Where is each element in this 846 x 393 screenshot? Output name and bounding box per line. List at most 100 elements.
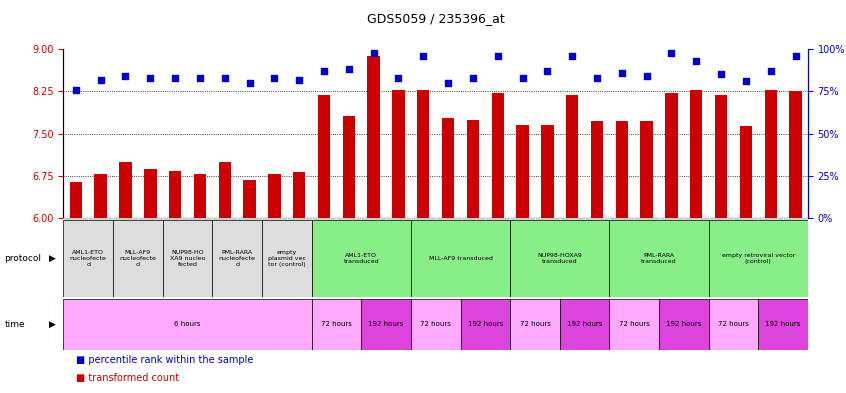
Text: 6 hours: 6 hours [174,321,201,327]
Text: GSM1376966: GSM1376966 [694,218,699,260]
Point [94,76,107,83]
Text: GSM1376943: GSM1376943 [272,218,277,260]
Text: GSM1376947: GSM1376947 [768,218,773,260]
FancyBboxPatch shape [113,220,162,297]
FancyBboxPatch shape [63,218,88,220]
Text: protocol: protocol [4,254,41,263]
FancyBboxPatch shape [386,218,411,220]
Text: 72 hours: 72 hours [420,321,451,327]
Bar [417,90,430,218]
FancyBboxPatch shape [535,218,560,220]
Bar [640,121,653,218]
FancyBboxPatch shape [212,218,237,220]
Bar [566,95,579,218]
Point [689,58,703,64]
Bar [690,90,702,218]
Bar [541,125,553,218]
Text: 192 hours: 192 hours [468,321,503,327]
Text: ■ percentile rank within the sample: ■ percentile rank within the sample [76,356,254,365]
Text: GSM1376945: GSM1376945 [718,218,723,260]
FancyBboxPatch shape [411,220,510,297]
Point [466,75,480,81]
Point [118,73,132,79]
Point [144,75,157,81]
Point [516,75,530,81]
FancyBboxPatch shape [262,220,311,297]
Text: GSM1376965: GSM1376965 [669,218,674,260]
Bar [616,121,628,218]
Bar [268,174,281,218]
Point [392,75,405,81]
Bar [293,173,305,218]
Text: MLL-AF9 transduced: MLL-AF9 transduced [429,256,492,261]
Text: GSM1376971: GSM1376971 [569,218,574,260]
Bar [665,93,678,218]
Text: GSM1376956: GSM1376956 [98,218,103,260]
Point [739,78,753,84]
FancyBboxPatch shape [113,218,138,220]
Text: GSM1376961: GSM1376961 [222,218,228,260]
FancyBboxPatch shape [63,220,113,297]
FancyBboxPatch shape [659,299,709,350]
FancyBboxPatch shape [609,299,659,350]
Text: 192 hours: 192 hours [666,321,701,327]
FancyBboxPatch shape [411,218,436,220]
FancyBboxPatch shape [709,299,758,350]
FancyBboxPatch shape [88,218,113,220]
FancyBboxPatch shape [436,218,460,220]
Text: 192 hours: 192 hours [766,321,801,327]
Text: GSM1376960: GSM1376960 [396,218,401,260]
Point [764,68,777,74]
Point [591,75,604,81]
Text: GSM1376967: GSM1376967 [173,218,178,260]
FancyBboxPatch shape [709,220,808,297]
Text: NUP98-HO
XA9 nucleo
fected: NUP98-HO XA9 nucleo fected [170,250,206,267]
Text: GSM1376968: GSM1376968 [197,218,202,260]
Text: 72 hours: 72 hours [718,321,749,327]
Point [640,73,653,79]
Point [665,50,678,56]
Text: GSM1376954: GSM1376954 [495,218,500,260]
FancyBboxPatch shape [585,218,609,220]
FancyBboxPatch shape [758,299,808,350]
Bar [765,90,777,218]
Text: GSM1376958: GSM1376958 [346,218,351,260]
Point [267,75,281,81]
Text: time: time [4,320,25,329]
Point [442,80,455,86]
FancyBboxPatch shape [188,218,212,220]
Bar [516,125,529,218]
FancyBboxPatch shape [287,218,311,220]
FancyBboxPatch shape [411,299,460,350]
Point [491,53,504,59]
FancyBboxPatch shape [634,218,659,220]
Text: MLL-AF9
nucleofecte
d: MLL-AF9 nucleofecte d [119,250,157,267]
FancyBboxPatch shape [237,218,262,220]
FancyBboxPatch shape [709,218,733,220]
FancyBboxPatch shape [510,218,535,220]
Bar [393,90,404,218]
Text: GSM1376962: GSM1376962 [247,218,252,260]
Bar [591,121,603,218]
Bar [69,182,82,218]
Text: GSM1376946: GSM1376946 [744,218,749,260]
Text: PML-RARA
transduced: PML-RARA transduced [641,253,677,264]
Text: ▶: ▶ [49,254,56,263]
Text: GSM1376959: GSM1376959 [371,218,376,260]
FancyBboxPatch shape [609,220,709,297]
FancyBboxPatch shape [560,299,609,350]
Point [615,70,629,76]
Bar [218,162,231,218]
FancyBboxPatch shape [162,218,188,220]
Bar [492,93,504,218]
FancyBboxPatch shape [560,218,585,220]
Point [218,75,232,81]
Text: PML-RARA
nucleofecte
d: PML-RARA nucleofecte d [219,250,255,267]
FancyBboxPatch shape [361,299,411,350]
Text: GDS5059 / 235396_at: GDS5059 / 235396_at [367,12,504,25]
Text: GSM1376957: GSM1376957 [321,218,327,260]
Point [416,53,430,59]
Point [293,76,306,83]
Text: GSM1376964: GSM1376964 [644,218,649,260]
FancyBboxPatch shape [733,218,758,220]
